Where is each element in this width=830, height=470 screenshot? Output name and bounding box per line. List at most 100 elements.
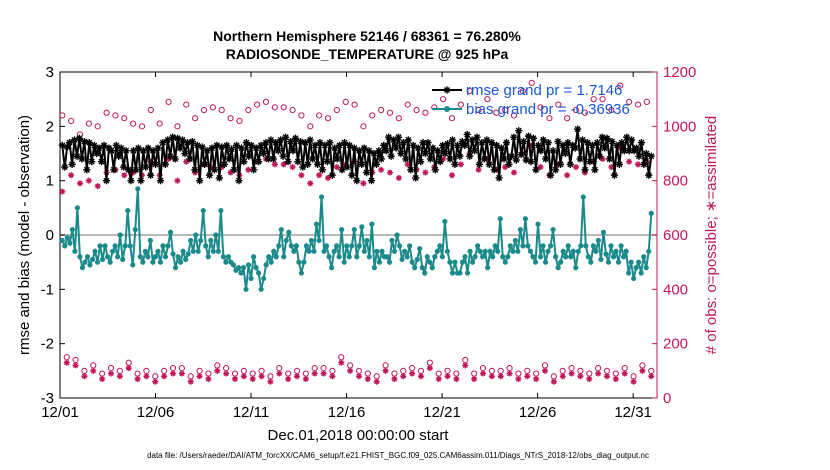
obs-assimilated-marker bbox=[621, 370, 628, 377]
rmse-point bbox=[326, 139, 334, 147]
obs-assimilated-marker bbox=[386, 169, 393, 176]
obs-possible-marker bbox=[537, 104, 544, 111]
y-axis-left-label: rmse and bias (model - observation) bbox=[16, 115, 33, 355]
bias-point bbox=[268, 259, 274, 265]
bias-point bbox=[326, 254, 332, 260]
bias-point bbox=[505, 254, 511, 260]
obs-possible-marker bbox=[643, 98, 650, 105]
rmse-point bbox=[350, 144, 358, 152]
bias-point bbox=[605, 259, 612, 265]
bias-point bbox=[477, 248, 483, 254]
obs-possible-marker bbox=[475, 106, 482, 114]
rmse-point bbox=[537, 147, 545, 155]
obs-possible-marker bbox=[254, 101, 261, 108]
rmse-point bbox=[242, 139, 250, 147]
obs-assimilated-marker bbox=[537, 164, 544, 171]
rmse-point bbox=[645, 171, 653, 179]
obs-assimilated-marker bbox=[533, 375, 540, 382]
rmse-point bbox=[203, 147, 211, 155]
bias-point bbox=[140, 259, 146, 265]
rmse-point bbox=[605, 155, 614, 163]
chart-title-line1: Northern Hemisphere 52146 / 68361 = 76.2… bbox=[213, 28, 521, 44]
obs-possible-marker bbox=[386, 109, 394, 116]
bias-point bbox=[301, 259, 307, 265]
rmse-point bbox=[642, 149, 650, 158]
rmse-point bbox=[70, 136, 79, 144]
bias-point bbox=[84, 254, 91, 260]
rmse-point bbox=[210, 166, 219, 174]
rmse-point bbox=[117, 144, 125, 152]
rmse-point bbox=[446, 155, 454, 163]
rmse-point bbox=[205, 171, 214, 179]
rmse-point bbox=[277, 136, 285, 144]
obs-possible-marker bbox=[147, 106, 154, 114]
obs-assimilated-marker bbox=[196, 373, 203, 380]
bias-point bbox=[188, 237, 194, 244]
legend-rmse-asterisk bbox=[443, 86, 451, 94]
obs-possible-marker bbox=[218, 106, 225, 114]
bias-point bbox=[208, 237, 214, 244]
bias-point bbox=[537, 254, 544, 260]
rmse-point bbox=[264, 155, 273, 163]
bias-point bbox=[273, 254, 279, 260]
bias-point bbox=[618, 243, 624, 249]
rmse-point bbox=[451, 160, 459, 168]
y-tick-label-left: -1 bbox=[41, 281, 54, 298]
rmse-point bbox=[63, 143, 71, 151]
obs-possible-marker bbox=[174, 123, 181, 130]
rmse-point bbox=[470, 147, 479, 155]
bias-point bbox=[399, 256, 405, 263]
bias-point bbox=[278, 226, 284, 233]
rmse-point bbox=[412, 174, 420, 182]
rmse-point bbox=[186, 155, 194, 163]
obs-possible-marker bbox=[440, 96, 447, 103]
obs-assimilated-marker bbox=[165, 155, 172, 162]
bias-point bbox=[175, 254, 181, 260]
bias-point bbox=[633, 265, 639, 271]
bias-point bbox=[563, 254, 569, 260]
rmse-point bbox=[507, 152, 515, 160]
rmse-point bbox=[561, 149, 569, 158]
rmse-point bbox=[362, 168, 371, 177]
obs-assimilated-marker bbox=[63, 359, 70, 366]
bias-point bbox=[253, 265, 259, 271]
bias-point bbox=[306, 248, 312, 254]
obs-possible-marker bbox=[59, 112, 66, 119]
rmse-point bbox=[78, 155, 86, 163]
rmse-point bbox=[100, 141, 108, 149]
obs-possible-marker bbox=[581, 109, 588, 116]
rmse-point bbox=[115, 152, 123, 160]
obs-assimilated-marker bbox=[488, 373, 495, 380]
bias-point bbox=[578, 243, 584, 249]
obs-assimilated-marker bbox=[568, 370, 575, 377]
obs-possible-marker bbox=[519, 87, 526, 95]
rmse-point bbox=[618, 139, 626, 147]
bias-point bbox=[183, 256, 189, 263]
obs-assimilated-marker bbox=[603, 373, 610, 380]
obs-possible-marker bbox=[528, 79, 535, 86]
rmse-point bbox=[343, 163, 351, 171]
obs-assimilated-marker bbox=[316, 172, 323, 179]
rmse-point bbox=[282, 133, 290, 141]
bias-point bbox=[250, 254, 257, 260]
bias-point bbox=[485, 265, 491, 271]
rmse-point bbox=[259, 149, 268, 158]
rmse-point bbox=[632, 144, 641, 152]
rmse-point bbox=[124, 166, 133, 174]
obs-assimilated-marker bbox=[324, 174, 331, 181]
obs-assimilated-marker bbox=[258, 373, 265, 380]
bias-point bbox=[356, 243, 362, 249]
rmse-point bbox=[80, 137, 88, 146]
rmse-point bbox=[468, 136, 476, 144]
bias-point bbox=[575, 248, 581, 254]
rmse-point bbox=[615, 160, 623, 168]
bias-point bbox=[94, 259, 101, 265]
obs-assimilated-marker bbox=[417, 373, 424, 380]
rmse-point bbox=[201, 160, 209, 168]
obs-possible-marker bbox=[457, 101, 464, 108]
obs-possible-marker bbox=[395, 115, 402, 122]
obs-assimilated-marker bbox=[426, 365, 433, 372]
bias-point bbox=[615, 259, 622, 265]
y-axis-right-label: # of obs: o=possible; ∗=assimilated bbox=[703, 116, 720, 355]
